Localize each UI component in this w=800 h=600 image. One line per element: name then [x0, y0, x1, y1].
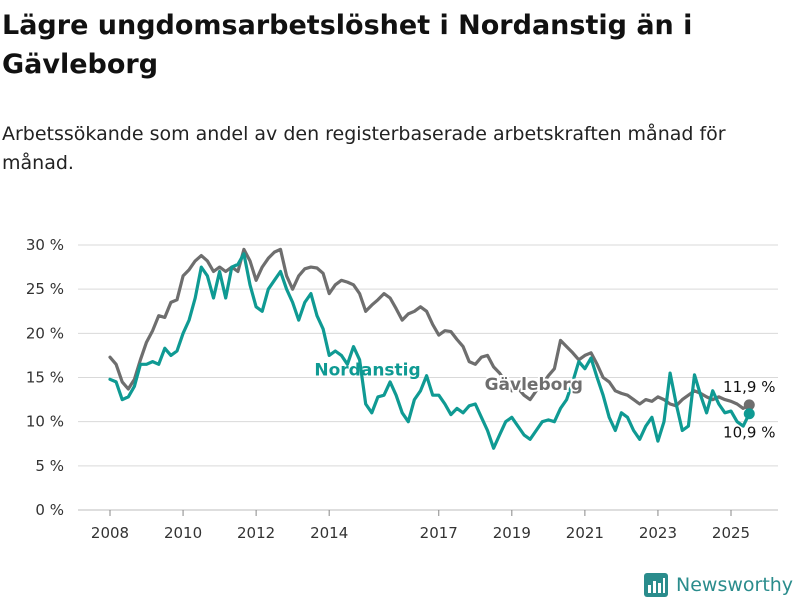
x-tick-label: 2021 [566, 524, 604, 542]
series-line-gavleborg [108, 247, 751, 410]
x-tick-label: 2008 [91, 524, 129, 542]
y-axis: 0 % 5 % 10 % 15 % 20 % 25 % 30 % [26, 236, 64, 519]
series-name-nordanstig: Nordanstig [314, 361, 420, 381]
end-value-label-gavleborg: 11,9 % [723, 378, 775, 396]
bar-chart-logo-icon [644, 573, 668, 597]
x-axis: 2008 2010 2012 2014 2017 2019 2021 2023 2025 [91, 510, 750, 542]
series-lines [108, 247, 755, 450]
x-tick-label: 2025 [712, 524, 750, 542]
x-tick-label: 2014 [310, 524, 348, 542]
y-tick-label: 30 % [26, 236, 64, 254]
series-line-nordanstig [108, 252, 751, 450]
y-tick-label: 15 % [26, 369, 64, 387]
end-value-label-nordanstig: 10,9 % [723, 424, 775, 442]
series-name-gavleborg: Gävleborg [485, 375, 583, 395]
grid [78, 244, 778, 511]
chart-subtitle: Arbetssökande som andel av den registerb… [2, 123, 726, 174]
y-tick-label: 20 % [26, 324, 64, 342]
series-labels: 11,9 % 10,9 % Nordanstig Gävleborg [314, 361, 775, 442]
x-tick-label: 2012 [237, 524, 275, 542]
x-tick-label: 2010 [164, 524, 202, 542]
chart-title: Lägre ungdomsarbetslöshet i Nordanstig ä… [2, 10, 693, 80]
end-point-gavleborg [743, 399, 755, 411]
y-tick-label: 5 % [35, 457, 64, 475]
x-tick-label: 2023 [639, 524, 677, 542]
x-tick-label: 2017 [420, 524, 458, 542]
x-tick-label: 2019 [493, 524, 531, 542]
brand-name: Newsworthy [676, 574, 794, 596]
y-tick-label: 25 % [26, 280, 64, 298]
line-chart: 0 %5 %10 %15 %20 %25 %30 % 2008 2010 2012 2… [26, 236, 778, 542]
brand-logo: Newsworthy [643, 570, 793, 600]
end-point-nordanstig [743, 408, 755, 420]
y-tick-label: 0 % [35, 501, 64, 519]
y-tick-label: 10 % [26, 413, 64, 431]
